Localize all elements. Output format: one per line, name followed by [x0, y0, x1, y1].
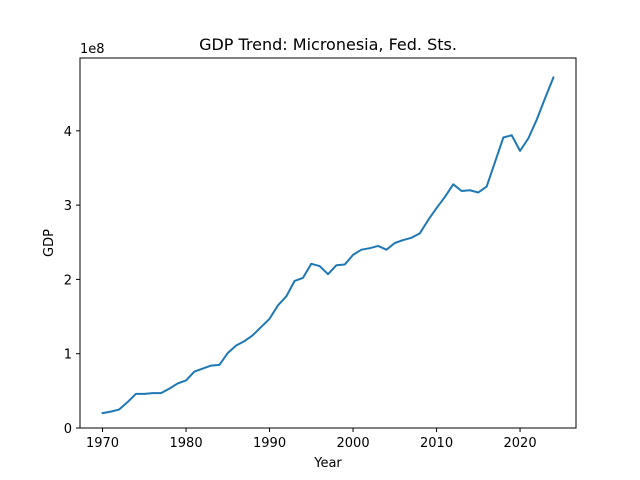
x-axis-ticks: 1970 1980 1990 2000 2010 2020 [86, 428, 537, 451]
y-scale-offset-label: 1e8 [80, 42, 105, 57]
x-tick-label: 2020 [504, 436, 537, 451]
plot-area-frame [79, 57, 577, 429]
x-tick-label: 1970 [86, 436, 119, 451]
gdp-series-line [101, 76, 555, 415]
y-axis-ticks: 0 1 2 3 4 [64, 125, 80, 437]
x-tick-label: 1980 [170, 436, 203, 451]
x-tick-label: 1990 [253, 436, 286, 451]
y-tick-label: 0 [64, 422, 72, 437]
y-tick-label: 3 [64, 199, 72, 214]
x-axis-label: Year [313, 456, 342, 471]
x-tick-label: 2010 [420, 436, 453, 451]
y-tick-label: 4 [64, 125, 72, 140]
y-axis-label: GDP [42, 229, 57, 257]
y-tick-label: 2 [64, 273, 72, 288]
y-tick-label: 1 [64, 348, 72, 363]
x-tick-label: 2000 [337, 436, 370, 451]
chart-title: GDP Trend: Micronesia, Fed. Sts. [199, 35, 457, 54]
